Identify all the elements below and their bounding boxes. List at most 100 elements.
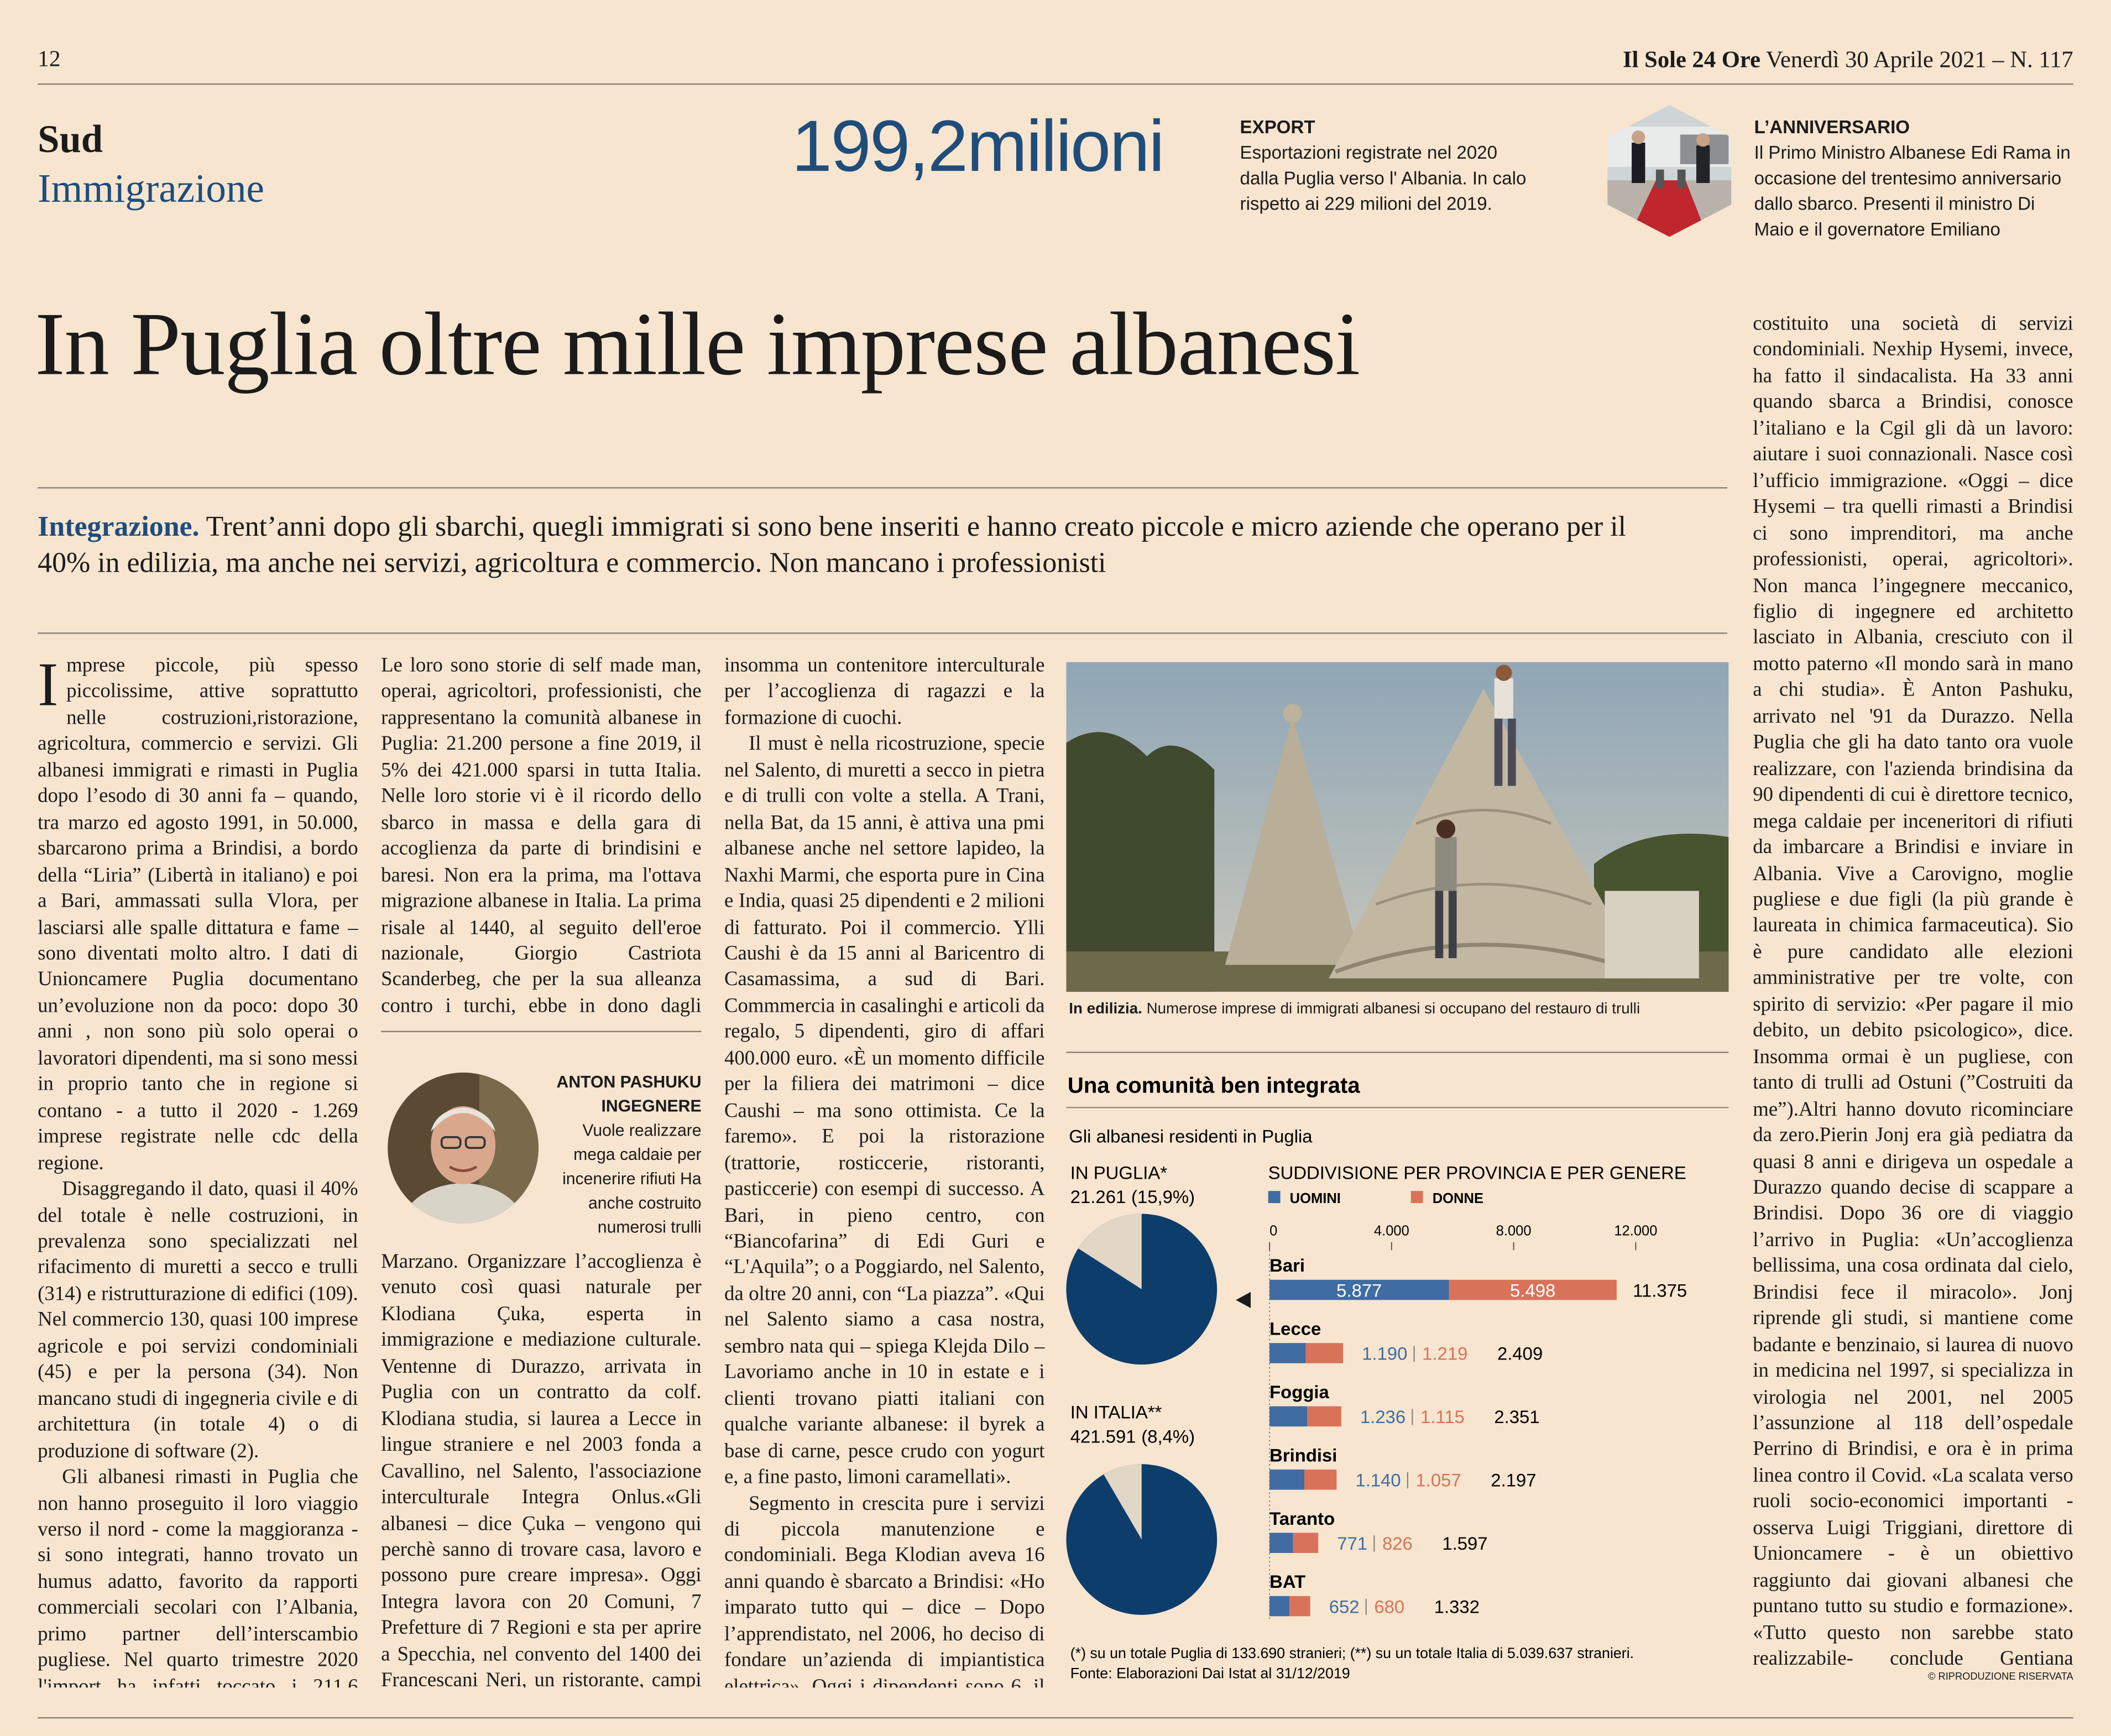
deck-lead: Integrazione. bbox=[38, 510, 200, 542]
bar-segment bbox=[1293, 1533, 1319, 1553]
bar-value-label: 1.057 bbox=[1415, 1470, 1461, 1490]
pie-count-value: 421.591 bbox=[1070, 1426, 1136, 1446]
pie-count-value: 21.261 bbox=[1070, 1186, 1126, 1207]
paragraph: insomma un contenitore interculturale pe… bbox=[724, 655, 1045, 730]
bar-total-label: 11.375 bbox=[1633, 1280, 1687, 1300]
caption-text: Numerose imprese di immigrati albanesi s… bbox=[1146, 1001, 1640, 1018]
pie-label: IN ITALIA** bbox=[1070, 1402, 1162, 1423]
trulli-photo bbox=[1066, 662, 1729, 992]
masthead: Il Sole 24 Ore Venerdì 30 Aprile 2021 – … bbox=[1623, 46, 2073, 74]
copyright: © RIPRODUZIONE RISERVATA bbox=[1928, 1670, 2073, 1682]
deck-text: Trent’anni dopo gli sbarchi, quegli immi… bbox=[38, 510, 1627, 579]
paragraph: Le loro sono storie di self made man, op… bbox=[381, 655, 702, 1017]
column-1: Imprese piccole, più spesso piccolissime… bbox=[38, 654, 358, 1687]
category-label: Lecce bbox=[1269, 1319, 1321, 1339]
category-label: Taranto bbox=[1269, 1508, 1335, 1529]
x-tick-label: 8.000 bbox=[1496, 1223, 1532, 1239]
anniversary-photo bbox=[1607, 104, 1732, 237]
top-rule bbox=[38, 83, 2073, 85]
legend-swatch bbox=[1410, 1191, 1423, 1204]
bar-segment bbox=[1269, 1406, 1308, 1427]
bar-total-label: 1.332 bbox=[1434, 1596, 1480, 1617]
section-topic: Immigrazione bbox=[38, 166, 264, 212]
deck: Integrazione. Trent’anni dopo gli sbarch… bbox=[38, 509, 1640, 581]
legend-label: UOMINI bbox=[1290, 1191, 1341, 1206]
pie-slice bbox=[1104, 1464, 1142, 1540]
bar-value-label: 652 bbox=[1329, 1596, 1360, 1617]
column-2-bottom: Marzano. Organizzare l’accoglienza è ven… bbox=[381, 1250, 702, 1688]
pie-count: 421.591 (8,4%) bbox=[1070, 1426, 1195, 1446]
caption-lead: In edilizia. bbox=[1069, 1001, 1142, 1018]
bar-segment bbox=[1269, 1533, 1293, 1553]
bar-value-label: 1.115 bbox=[1420, 1406, 1465, 1427]
paragraph: Marzano. Organizzare l’accoglienza è ven… bbox=[381, 1251, 702, 1688]
bar-value-label: 680 bbox=[1374, 1596, 1404, 1617]
bar-value-label: 1.190 bbox=[1362, 1343, 1407, 1364]
bar-value-label: 1.219 bbox=[1422, 1343, 1467, 1364]
chart-title: Una comunità ben integrata bbox=[1068, 1073, 1361, 1097]
profile-quote: Vuole realizzare mega caldaie per incene… bbox=[562, 1121, 702, 1237]
section-name: Sud bbox=[38, 118, 103, 162]
pie-count: 21.261 (15,9%) bbox=[1070, 1186, 1195, 1207]
profile-photo bbox=[388, 1072, 539, 1223]
paragraph: Gli albanesi rimasti in Puglia che non h… bbox=[38, 1467, 358, 1688]
anniversary-label: L’ANNIVERSARIO bbox=[1754, 117, 1910, 138]
headline: In Puglia oltre mille imprese albanesi bbox=[35, 295, 1360, 395]
profile-name: ANTON PASHUKU bbox=[556, 1072, 702, 1092]
x-tick-label: 0 bbox=[1269, 1223, 1277, 1239]
pie-slice bbox=[1078, 1214, 1142, 1289]
export-box: EXPORT Esportazioni registrate nel 2020 … bbox=[1240, 114, 1530, 217]
legend-label: DONNE bbox=[1433, 1191, 1483, 1206]
bar-segment bbox=[1269, 1470, 1305, 1490]
anniversary-text: Il Primo Ministro Albanese Edi Rama in o… bbox=[1754, 143, 2071, 240]
paragraph: costituito una società di servizi condom… bbox=[1753, 313, 2073, 1669]
bar-total-label: 2.409 bbox=[1497, 1343, 1543, 1364]
category-label: BAT bbox=[1269, 1571, 1305, 1592]
category-label: Bari bbox=[1269, 1255, 1305, 1275]
chart-note: Fonte: Elaborazioni Dai Istat al 31/12/2… bbox=[1070, 1665, 1350, 1681]
paragraph: Imprese piccole, più spesso piccolissime… bbox=[38, 653, 358, 1175]
chart-subtitle: Gli albanesi residenti in Puglia bbox=[1069, 1126, 1313, 1147]
bar-segment bbox=[1289, 1596, 1310, 1617]
profile-box: ANTON PASHUKU INGEGNERE Vuole realizzare… bbox=[532, 1070, 702, 1240]
pie-share-value: (15,9%) bbox=[1131, 1186, 1195, 1207]
page-number: 12 bbox=[38, 45, 61, 72]
bar-segment bbox=[1304, 1470, 1337, 1490]
bar-chart-title: SUDDIVISIONE PER PROVINCIA E PER GENERE bbox=[1268, 1162, 1686, 1183]
bar-segment bbox=[1269, 1279, 1449, 1300]
bar-segment bbox=[1305, 1343, 1344, 1363]
bar-segment bbox=[1269, 1343, 1306, 1363]
pie-share-value: (8,4%) bbox=[1141, 1426, 1195, 1446]
category-label: Brindisi bbox=[1269, 1445, 1337, 1465]
category-label: Foggia bbox=[1269, 1382, 1329, 1402]
headline-rule bbox=[38, 487, 1727, 489]
deck-rule bbox=[38, 632, 1727, 634]
column-3: insomma un contenitore interculturale pe… bbox=[724, 654, 1045, 1687]
profile-rule bbox=[381, 1031, 702, 1032]
issue-date: Venerdì 30 Aprile 2021 – N. 117 bbox=[1765, 45, 2073, 73]
column-2-top: Le loro sono storie di self made man, op… bbox=[381, 654, 702, 1020]
bar-segment bbox=[1307, 1406, 1341, 1427]
pie-label: IN PUGLIA* bbox=[1070, 1162, 1168, 1183]
bar-total-label: 2.351 bbox=[1494, 1406, 1539, 1427]
bottom-rule bbox=[38, 1717, 2073, 1719]
photo-caption: In edilizia. Numerose imprese di immigra… bbox=[1069, 1001, 1640, 1017]
x-tick-label: 4.000 bbox=[1374, 1223, 1409, 1239]
paper-name: Il Sole 24 Ore bbox=[1623, 45, 1761, 73]
bar-segment bbox=[1449, 1279, 1617, 1300]
bar-value-label: 1.140 bbox=[1355, 1470, 1401, 1490]
bar-value-label: 826 bbox=[1382, 1533, 1413, 1554]
chart-note: (*) su un totale Puglia di 133.690 stran… bbox=[1070, 1645, 1634, 1661]
export-text: Esportazioni registrate nel 2020 dalla P… bbox=[1240, 143, 1527, 215]
pointer bbox=[1236, 1291, 1251, 1308]
export-figure: 199,2milioni bbox=[791, 106, 1165, 187]
bar-value-label: 5.877 bbox=[1336, 1280, 1382, 1300]
bar-value-label: 1.236 bbox=[1360, 1406, 1405, 1427]
anniversary-box: L’ANNIVERSARIO Il Primo Ministro Albanes… bbox=[1754, 114, 2077, 242]
paragraph: Segmento in crescita pure i servizi di p… bbox=[724, 1493, 1045, 1688]
bar-total-label: 1.597 bbox=[1442, 1533, 1487, 1554]
legend-swatch bbox=[1268, 1191, 1281, 1204]
